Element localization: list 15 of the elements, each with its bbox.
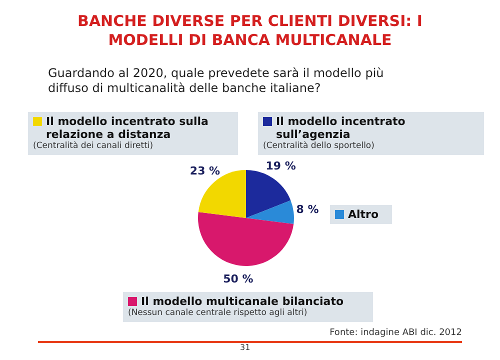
chart-subtitle: Guardando al 2020, quale prevedete sarà il modello più diffuso di multicanalità delle banche italiane? xyxy=(48,66,385,96)
data-label: 50 % xyxy=(223,272,254,286)
legend-label: Il modello multicanale bilanciato xyxy=(141,295,344,308)
text: (Centralità dello sportello) xyxy=(263,141,376,152)
source-note: Fonte: indagine ABI dic. 2012 xyxy=(330,328,462,338)
data-label: 8 % xyxy=(296,203,319,216)
chart-title: BANCHE DIVERSE PER CLIENTI DIVERSI: I MODELLI DI BANCA MULTICANALE xyxy=(76,12,424,50)
text: 31 xyxy=(240,343,250,352)
data-label: 19 % xyxy=(266,160,296,173)
legend-label: Il modello incentrato sulla relazione a distanza xyxy=(46,115,210,141)
legend-label: Altro xyxy=(348,208,379,221)
text: (Centralità dei canali diretti) xyxy=(33,141,154,152)
legend-label: Il modello incentrato sull’agenzia xyxy=(276,115,406,141)
data-label: 23 % xyxy=(190,164,220,178)
text: (Nessun canale centrale rispetto agli altri) xyxy=(128,308,308,319)
